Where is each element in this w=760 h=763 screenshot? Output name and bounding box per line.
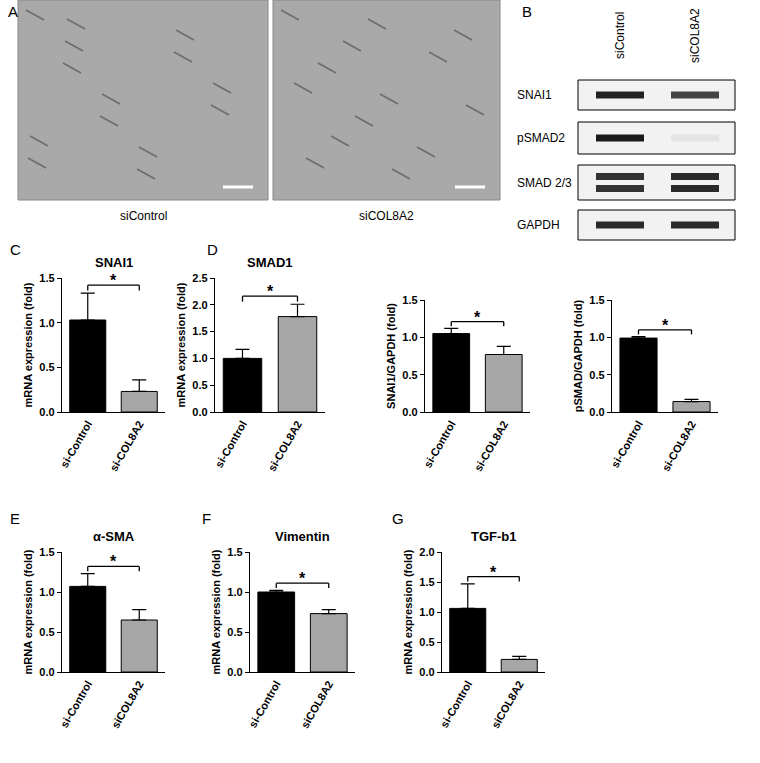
svg-text:1.5: 1.5	[39, 546, 54, 558]
svg-text:1.5: 1.5	[192, 325, 207, 337]
svg-text:pSMAD2: pSMAD2	[517, 131, 565, 145]
svg-text:siCOL8A2: siCOL8A2	[299, 679, 336, 731]
svg-text:*: *	[110, 553, 117, 570]
svg-text:*: *	[662, 317, 669, 334]
svg-text:D: D	[207, 241, 218, 258]
svg-text:mRNA expression (fold): mRNA expression (fold)	[175, 282, 187, 407]
svg-text:1.5: 1.5	[227, 546, 242, 558]
svg-text:SNAI1: SNAI1	[95, 255, 133, 270]
svg-text:pSMAD/GAPDH (fold): pSMAD/GAPDH (fold)	[572, 299, 584, 412]
svg-text:0.5: 0.5	[227, 626, 242, 638]
svg-text:*: *	[267, 283, 274, 300]
svg-text:si-Control: si-Control	[213, 419, 249, 470]
svg-text:siControl: siControl	[613, 12, 627, 59]
svg-text:mRNA expression (fold): mRNA expression (fold)	[22, 549, 34, 674]
svg-text:mRNA expression (fold): mRNA expression (fold)	[22, 282, 34, 407]
svg-text:*: *	[110, 272, 117, 289]
svg-text:si-Control: si-Control	[246, 679, 282, 730]
svg-text:si-COL8A2: si-COL8A2	[107, 419, 146, 474]
svg-text:G: G	[392, 510, 404, 527]
svg-text:1.5: 1.5	[39, 272, 54, 284]
svg-text:0.5: 0.5	[589, 369, 604, 381]
svg-text:F: F	[202, 510, 211, 527]
svg-text:si-Control: si-Control	[438, 679, 474, 730]
svg-text:siCOL8A2: siCOL8A2	[109, 679, 146, 731]
svg-text:1.5: 1.5	[419, 576, 434, 588]
svg-text:si-Control: si-Control	[421, 419, 457, 470]
svg-text:0.0: 0.0	[419, 666, 434, 678]
svg-text:1.0: 1.0	[39, 586, 54, 598]
svg-text:0.0: 0.0	[39, 406, 54, 418]
svg-text:1.0: 1.0	[402, 331, 417, 343]
svg-text:0.0: 0.0	[227, 666, 242, 678]
svg-text:mRNA expression (fold): mRNA expression (fold)	[402, 549, 414, 674]
svg-text:*: *	[299, 570, 306, 587]
svg-text:mRNA expression (fold): mRNA expression (fold)	[210, 549, 222, 674]
svg-text:*: *	[490, 564, 497, 581]
svg-text:SNAI1: SNAI1	[517, 88, 552, 102]
svg-text:A: A	[8, 3, 18, 20]
svg-text:siCOL8A2: siCOL8A2	[359, 209, 414, 223]
svg-text:si-COL8A2: si-COL8A2	[472, 419, 511, 474]
svg-text:0.0: 0.0	[589, 406, 604, 418]
svg-text:2.0: 2.0	[192, 299, 207, 311]
svg-text:si-Control: si-Control	[609, 419, 645, 470]
svg-text:si-COL8A2: si-COL8A2	[265, 419, 304, 474]
svg-text:GAPDH: GAPDH	[517, 218, 560, 232]
svg-text:0.5: 0.5	[402, 369, 417, 381]
svg-text:si-Control: si-Control	[58, 679, 94, 730]
svg-text:C: C	[10, 241, 21, 258]
svg-text:siCOL8A2: siCOL8A2	[688, 8, 702, 63]
svg-text:1.0: 1.0	[227, 586, 242, 598]
svg-text:siControl: siControl	[120, 209, 167, 223]
svg-text:si-Control: si-Control	[58, 419, 94, 470]
svg-text:0.5: 0.5	[39, 626, 54, 638]
svg-text:0.5: 0.5	[419, 636, 434, 648]
svg-text:*: *	[474, 309, 481, 326]
svg-text:0.5: 0.5	[192, 379, 207, 391]
svg-text:1.0: 1.0	[419, 606, 434, 618]
svg-text:SMAD 2/3: SMAD 2/3	[517, 176, 572, 190]
svg-text:si-COL8A2: si-COL8A2	[659, 419, 698, 474]
svg-text:α-SMA: α-SMA	[93, 529, 135, 544]
svg-text:0.0: 0.0	[402, 406, 417, 418]
svg-text:2.5: 2.5	[192, 272, 207, 284]
svg-text:Vimentin: Vimentin	[275, 529, 330, 544]
svg-text:0.0: 0.0	[39, 666, 54, 678]
svg-text:SNAI1/GAPDH (fold): SNAI1/GAPDH (fold)	[385, 303, 397, 409]
svg-text:E: E	[10, 510, 20, 527]
svg-text:B: B	[522, 3, 532, 20]
svg-text:1.0: 1.0	[589, 331, 604, 343]
svg-text:2.0: 2.0	[419, 546, 434, 558]
svg-text:1.0: 1.0	[39, 317, 54, 329]
svg-text:1.5: 1.5	[589, 294, 604, 306]
svg-text:siCOL8A2: siCOL8A2	[489, 679, 526, 731]
svg-text:0.5: 0.5	[39, 361, 54, 373]
svg-text:1.0: 1.0	[192, 352, 207, 364]
svg-text:1.5: 1.5	[402, 294, 417, 306]
svg-text:TGF-b1: TGF-b1	[471, 529, 517, 544]
svg-text:0.0: 0.0	[192, 406, 207, 418]
svg-text:SMAD1: SMAD1	[247, 255, 293, 270]
